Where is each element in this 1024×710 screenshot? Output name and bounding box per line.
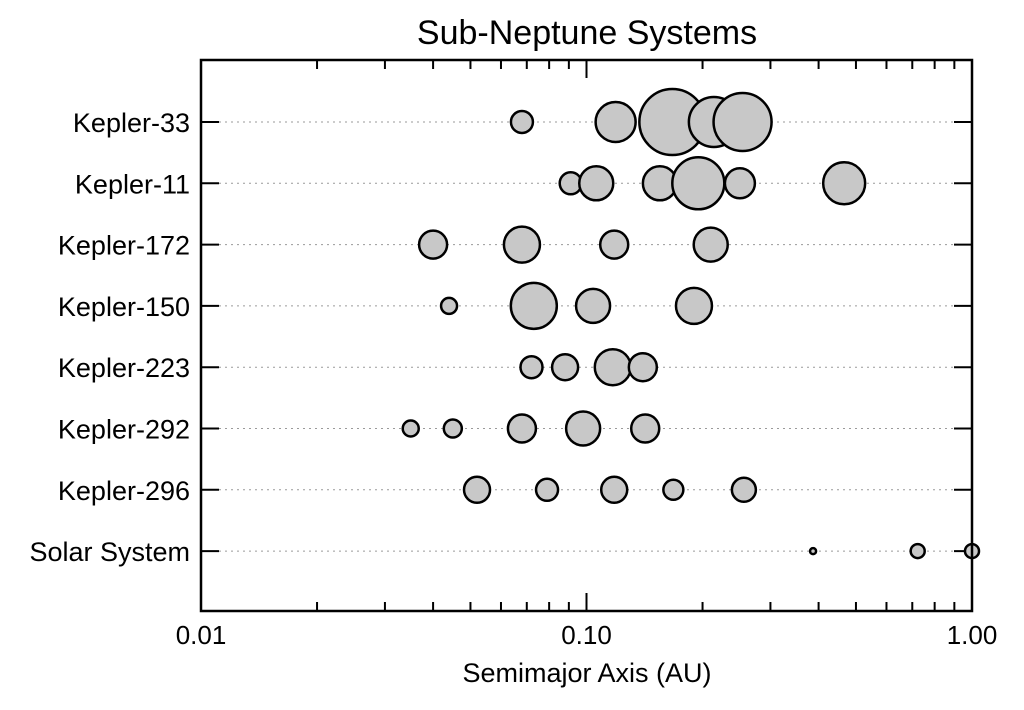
planet-marker — [439, 296, 459, 316]
y-tick-label: Kepler-223 — [58, 353, 190, 383]
planet-marker — [564, 410, 602, 447]
planet-marker — [627, 351, 659, 383]
planet-marker — [550, 352, 580, 382]
planet-marker — [417, 229, 449, 260]
planet-marker — [671, 156, 726, 211]
planet-marker — [599, 475, 629, 505]
y-tick-label: Kepler-150 — [58, 292, 190, 322]
planet-marker — [674, 286, 714, 326]
x-tick-label: 0.10 — [561, 620, 612, 650]
tick-labels: Kepler-33 Kepler-11 Kepler-172 Kepler-150 Ke… — [29, 108, 997, 650]
planet-marker — [712, 91, 773, 153]
planet-marker — [401, 419, 420, 438]
planet-marker — [462, 475, 492, 505]
planet-marker — [821, 161, 867, 206]
planet-marker — [574, 287, 612, 325]
x-tick-label: 0.01 — [176, 620, 227, 650]
y-tick-label: Kepler-296 — [58, 476, 190, 506]
x-axis-label: Semimajor Axis (AU) — [462, 658, 711, 688]
planet-marker — [502, 225, 542, 264]
y-tick-label: Kepler-33 — [73, 108, 190, 138]
chart-title: Sub-Neptune Systems — [417, 14, 757, 52]
planet-marker — [519, 354, 544, 380]
planet-marker — [598, 229, 630, 260]
y-tick-label: Kepler-11 — [75, 169, 190, 199]
planet-marker — [808, 546, 818, 556]
y-tick-label: Kepler-172 — [58, 231, 190, 261]
planet-marker — [723, 167, 757, 200]
planet-marker — [593, 347, 633, 387]
planet-marker — [509, 109, 535, 135]
planet-marker — [509, 281, 559, 331]
axis-ticks — [200, 60, 973, 611]
planet-marker — [629, 413, 661, 444]
x-tick-label: 1.00 — [947, 620, 998, 650]
y-tick-label: Kepler-292 — [58, 415, 190, 445]
planet-marker — [594, 100, 637, 144]
planet-marker — [442, 418, 464, 439]
planet-marker — [909, 542, 926, 560]
planet-marker — [534, 477, 560, 503]
planet-marker — [662, 478, 685, 502]
planet-marker — [578, 165, 615, 202]
planet-marker — [730, 476, 758, 504]
y-tick-label: Solar System — [29, 537, 190, 567]
planet-marker — [692, 226, 729, 263]
planet-markers — [401, 87, 981, 560]
plot-frame — [199, 58, 974, 613]
planet-marker — [506, 413, 538, 444]
